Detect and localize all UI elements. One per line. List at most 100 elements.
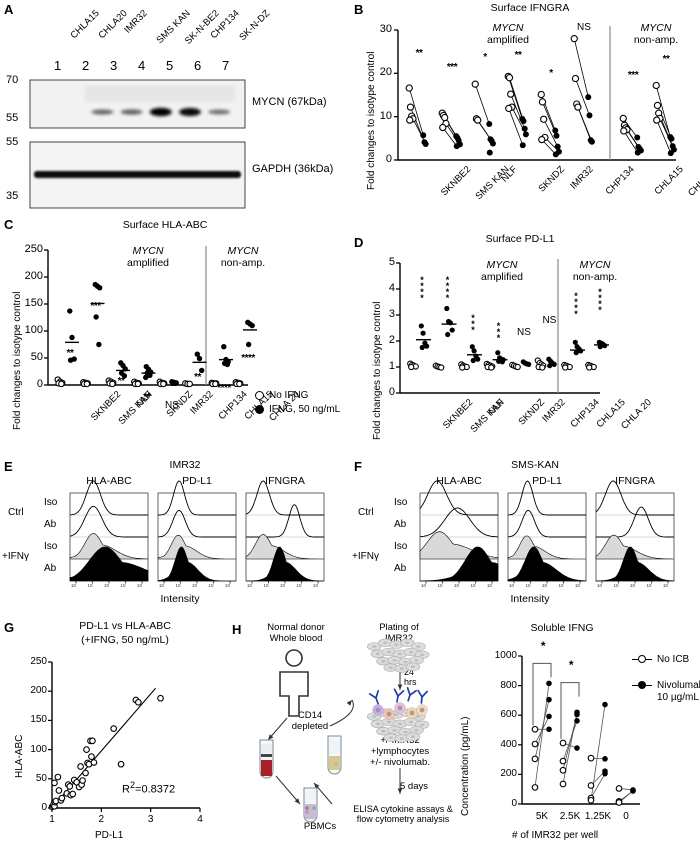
blot-lane-number: 6 xyxy=(194,58,202,73)
flow-xtick: 10 xyxy=(104,583,110,588)
significance-marker: * xyxy=(549,68,553,79)
blot-lane-label: CHLA15 xyxy=(68,8,102,42)
panel-b-ytick: 20 xyxy=(379,66,392,79)
blot-lane-label: SK-N-DZ xyxy=(237,8,273,44)
flow-xtick: 10 xyxy=(454,583,460,588)
panel-b-title: Surface IFNGRA xyxy=(490,2,570,14)
open-circle-legend-icon xyxy=(632,654,652,666)
panel-c-ytick: 50 xyxy=(30,351,43,363)
group-label-amplified: MYCN amplified xyxy=(126,245,170,269)
flow-xtick: 10 xyxy=(509,583,515,588)
panel-c-label: C xyxy=(4,217,14,232)
flow-xtick: 10 xyxy=(247,583,253,588)
panel-d-ytick: 3 xyxy=(388,308,395,320)
flow-xlabel: Intensity xyxy=(510,593,550,605)
diagram-plating-label-1: Plating of xyxy=(379,622,419,633)
flow-row-label: Iso xyxy=(394,497,408,509)
significance-marker: ** xyxy=(66,348,74,359)
flow-condition-label: +IFNγ xyxy=(2,550,29,562)
panel-g-ytick: 200 xyxy=(30,685,47,697)
panel-d-title: Surface PD-L1 xyxy=(485,233,555,245)
diagram-24hrs-1: 24 xyxy=(404,667,415,677)
flow-xtick: 10 xyxy=(575,583,581,588)
flow-xtick: 10 xyxy=(120,583,126,588)
significance-marker: **** xyxy=(574,291,578,319)
flow-xtick: 10 xyxy=(437,583,443,588)
flow-xtick: 10 xyxy=(137,583,143,588)
panel-h-xcat: 1.25K xyxy=(584,811,612,822)
diagram-donor-label-1: Normal donor xyxy=(267,622,325,633)
flow-xtick: 10 xyxy=(263,583,269,588)
flow-xtick: 10 xyxy=(630,583,636,588)
panel-g-xtick: 3 xyxy=(147,814,154,825)
flow-xtick: 10 xyxy=(646,583,652,588)
flow-row-label: Iso xyxy=(394,541,408,553)
panel-h-ytick: 1000 xyxy=(494,650,517,661)
legend-label: IFNG, 50 ng/mL xyxy=(269,404,341,415)
flow-condition-label: Ctrl xyxy=(358,506,374,518)
legend-label: Nivolumab,10 µg/mL xyxy=(657,680,700,703)
flow-xtick: 10 xyxy=(71,583,77,588)
panel-d-label: D xyxy=(354,235,364,250)
significance-marker: ** xyxy=(415,48,423,59)
flow-xtick: 10 xyxy=(597,583,603,588)
significance-marker: **** xyxy=(241,353,255,364)
panel-g-xtick: 1 xyxy=(49,814,55,825)
panel-c-ytick: 200 xyxy=(24,270,43,282)
flow-row-label: Iso xyxy=(44,541,58,553)
flow-marker-title: HLA-ABC xyxy=(86,475,132,487)
panel-g: G PD-L1 vs HLA-ABC (+IFNG, 50 ng/mL) HLA… xyxy=(0,618,232,847)
flow-xtick: 10 xyxy=(558,583,564,588)
flow-xtick: 10 xyxy=(87,583,93,588)
panel-d: D Surface PD-L1 Fold changes to isotype … xyxy=(350,215,700,460)
panel-g-xtick: 2 xyxy=(98,814,105,825)
significance-marker: ** xyxy=(662,54,670,65)
flow-xtick: 10 xyxy=(208,583,214,588)
significance-marker: **** xyxy=(445,275,450,303)
panel-e-label: E xyxy=(4,459,13,474)
significance-marker: NS xyxy=(165,400,179,411)
panel-g-ytick: 0 xyxy=(41,802,47,813)
blot-lane-number: 5 xyxy=(166,58,174,73)
flow-row-label: Ab xyxy=(394,563,407,575)
panel-a: A CHLA15 CHLA20 IMR32 SMS KAN SK-N-BE2 CHP134… xyxy=(0,0,350,215)
significance-marker: *** xyxy=(446,62,458,73)
diagram-cd14-2: depleted xyxy=(291,721,329,732)
group-label-amplified: MYCN amplified xyxy=(480,259,524,283)
panel-g-ytick: 100 xyxy=(30,743,47,755)
flow-xtick: 10 xyxy=(175,583,181,588)
significance-marker: NS xyxy=(542,315,557,326)
flow-row-label: Ab xyxy=(394,519,407,531)
flow-marker-title: PD-L1 xyxy=(532,475,562,487)
flow-xtick: 10 xyxy=(225,583,231,588)
panel-c: C Surface HLA-ABC Fold changes to isotyp… xyxy=(0,215,350,460)
flow-xtick: 10 xyxy=(192,583,198,588)
diagram-pbmc-label: PBMCs xyxy=(303,821,337,832)
flow-xtick: 10 xyxy=(159,583,165,588)
group-label-amplified: MYCN amplified xyxy=(486,22,530,46)
panel-h: H Normal donor Whole blood Plating of IMR32… xyxy=(232,618,700,847)
blot-mw-marker: 35 xyxy=(6,190,19,202)
significance-marker: * xyxy=(568,657,574,672)
flow-xtick: 10 xyxy=(525,583,531,588)
flow-xtick: 10 xyxy=(542,583,548,588)
significance-marker: **** xyxy=(217,383,231,394)
significance-marker: * xyxy=(483,52,487,63)
significance-marker: *** xyxy=(627,70,639,81)
blot-protein-name: MYCN (67kDa) xyxy=(252,96,327,108)
flow-xtick: 10 xyxy=(313,583,319,588)
panel-g-ytick: 50 xyxy=(35,772,47,784)
filled-circle-legend-icon xyxy=(632,680,652,692)
panel-h-ytick: 800 xyxy=(500,679,517,691)
panel-g-xlabel: PD-L1 xyxy=(95,830,124,841)
panel-h-ytick: 0 xyxy=(511,798,517,809)
flow-row-label: Ab xyxy=(44,563,57,575)
panel-b-label: B xyxy=(354,2,364,17)
open-circle-icon xyxy=(255,391,264,400)
panel-g-ytick: 250 xyxy=(30,656,47,667)
significance-marker: **** xyxy=(598,287,602,315)
flow-marker-title: HLA-ABC xyxy=(436,475,482,487)
panel-d-ytick: 1 xyxy=(388,360,395,372)
significance-marker: NS xyxy=(577,22,591,33)
blot-lane-number: 1 xyxy=(54,58,62,73)
